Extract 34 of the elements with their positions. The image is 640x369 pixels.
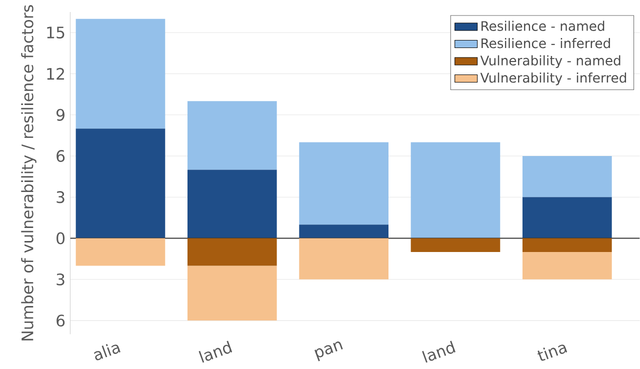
bar <box>187 238 277 266</box>
bar <box>410 238 500 252</box>
legend-label: Resilience - named <box>482 20 604 31</box>
bar <box>522 252 612 280</box>
bar <box>522 156 612 198</box>
y-tick-label: 0 <box>56 232 65 244</box>
legend-label: Vulnerability - inferred <box>480 72 626 86</box>
legend-label: Resilience - inferred <box>482 38 610 48</box>
y-tick-label: 3 <box>56 191 64 204</box>
bar <box>410 142 500 238</box>
legend-label: Vulnerability - named <box>480 55 620 68</box>
bar <box>299 224 388 238</box>
x-tick-label: land <box>422 340 456 363</box>
y-tick-label: 3 <box>56 273 64 286</box>
x-tick-label: land <box>198 340 232 363</box>
y-tick-label: 9 <box>56 108 64 121</box>
bar <box>76 128 166 238</box>
bar <box>187 101 277 170</box>
y-tick-label: 6 <box>56 150 65 162</box>
bar <box>187 170 277 238</box>
bar <box>76 18 166 129</box>
bar <box>299 238 388 280</box>
bar <box>76 238 166 266</box>
x-tick-label: tina <box>537 344 568 361</box>
x-tick-label: pan <box>314 342 343 362</box>
y-tick-label: 12 <box>47 68 64 80</box>
y-axis-title: Number of vulnerability / resilience factors <box>21 5 36 340</box>
bar <box>187 266 277 321</box>
bar <box>522 238 612 252</box>
bar <box>522 197 612 238</box>
y-tick-label: 15 <box>47 26 64 38</box>
x-tick-label: alia <box>94 344 120 360</box>
y-tick-label: 6 <box>56 314 65 327</box>
bar <box>299 142 388 225</box>
